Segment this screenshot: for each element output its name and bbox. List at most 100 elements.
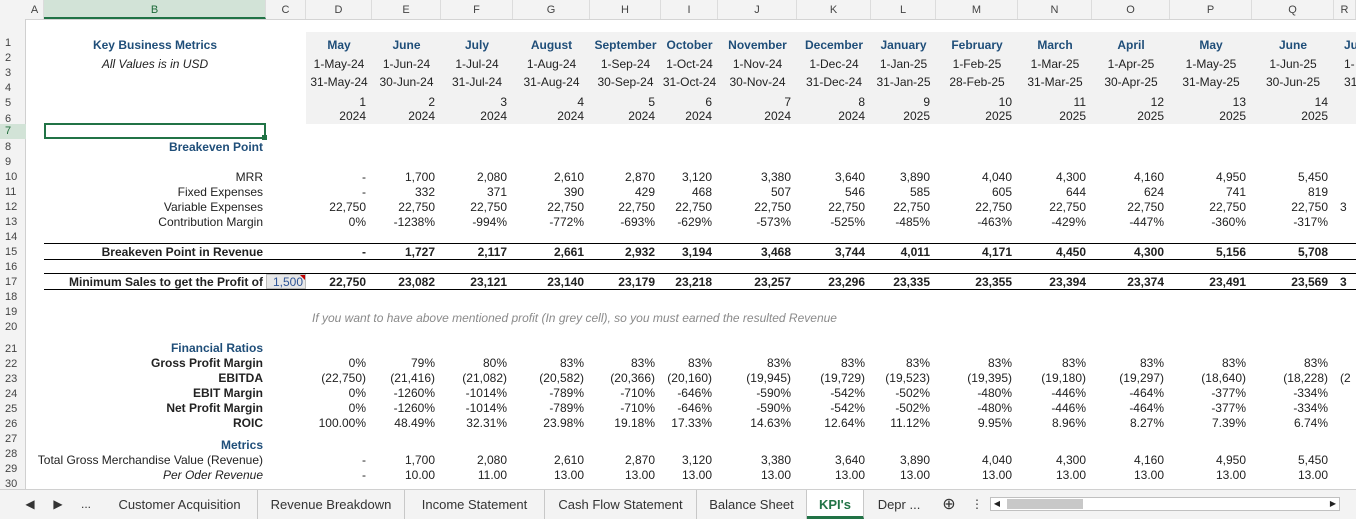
row-header-30[interactable]: 30 bbox=[5, 478, 18, 490]
month-cell: March bbox=[1037, 38, 1073, 52]
row-header-23[interactable]: 23 bbox=[5, 373, 18, 385]
row-header-14[interactable]: 14 bbox=[5, 231, 18, 243]
column-header-n[interactable]: N bbox=[1018, 0, 1092, 19]
sheet-tab-cash-flow-statement[interactable]: Cash Flow Statement bbox=[545, 490, 697, 519]
variable-expenses-cell: 22,750 bbox=[398, 200, 435, 214]
column-header-q[interactable]: Q bbox=[1252, 0, 1334, 19]
row-header-6[interactable]: 6 bbox=[5, 113, 12, 125]
ebitda-cell: (19,729) bbox=[820, 371, 865, 385]
active-cell-b7[interactable] bbox=[44, 123, 266, 139]
column-header-h[interactable]: H bbox=[590, 0, 661, 19]
column-header-d[interactable]: D bbox=[306, 0, 372, 19]
row-header-13[interactable]: 13 bbox=[5, 216, 18, 228]
gmv-cell: 5,450 bbox=[1297, 453, 1328, 467]
period-year-cell: 2024 bbox=[339, 109, 366, 123]
column-header-o[interactable]: O bbox=[1092, 0, 1170, 19]
column-header-i[interactable]: I bbox=[661, 0, 718, 19]
more-tabs-button[interactable]: ... bbox=[80, 497, 91, 511]
column-header-k[interactable]: K bbox=[797, 0, 871, 19]
column-header-m[interactable]: M bbox=[936, 0, 1018, 19]
row-header-29[interactable]: 29 bbox=[5, 463, 18, 475]
row-header-7[interactable]: 7 bbox=[0, 124, 26, 139]
row-header-12[interactable]: 12 bbox=[5, 201, 18, 213]
period-year-cell: 2025 bbox=[1137, 109, 1164, 123]
row-header-27[interactable]: 27 bbox=[5, 433, 18, 445]
min-sales-cell: 3 bbox=[1340, 275, 1347, 289]
horizontal-scrollbar[interactable]: ◀ ▶ bbox=[990, 497, 1340, 511]
contribution-margin-cell: -360% bbox=[1211, 215, 1246, 229]
per-order-cell: 13.00 bbox=[760, 468, 791, 482]
row-header-28[interactable]: 28 bbox=[5, 448, 18, 460]
period-end-cell: 31-Aug-24 bbox=[523, 75, 580, 89]
period-number-cell: 9 bbox=[923, 95, 930, 109]
contribution-margin-cell: -1238% bbox=[393, 215, 435, 229]
npm-cell: 0% bbox=[348, 401, 366, 415]
scroll-left-arrow-icon[interactable]: ◀ bbox=[993, 499, 1001, 508]
new-sheet-icon[interactable]: ⊕ bbox=[942, 496, 956, 513]
column-header-e[interactable]: E bbox=[372, 0, 441, 19]
profit-input-cell[interactable]: 1,500 bbox=[266, 274, 306, 289]
row-header-1[interactable]: 1 bbox=[5, 37, 12, 49]
row-header-8[interactable]: 8 bbox=[5, 141, 12, 153]
sheet-tab-kpi-s[interactable]: KPI's bbox=[807, 490, 864, 519]
ebit-margin-cell: -502% bbox=[895, 386, 930, 400]
row-header-24[interactable]: 24 bbox=[5, 388, 18, 400]
scroll-tabs-left-icon[interactable]: ◀ bbox=[25, 497, 35, 511]
row-header-10[interactable]: 10 bbox=[5, 171, 18, 183]
column-header-p[interactable]: P bbox=[1170, 0, 1252, 19]
period-start-cell: 1-Oct-24 bbox=[666, 57, 713, 71]
row-header-16[interactable]: 16 bbox=[5, 261, 18, 273]
row-header-25[interactable]: 25 bbox=[5, 403, 18, 415]
roic-cell: 14.63% bbox=[750, 416, 791, 430]
scroll-right-arrow-icon[interactable]: ▶ bbox=[1329, 499, 1337, 508]
column-header-j[interactable]: J bbox=[718, 0, 797, 19]
column-header-g[interactable]: G bbox=[513, 0, 590, 19]
per-order-cell: - bbox=[362, 468, 366, 482]
tab-options-icon[interactable]: ⋮ bbox=[971, 497, 983, 511]
fixed-expenses-cell: 605 bbox=[991, 185, 1012, 199]
period-number-cell: 10 bbox=[998, 95, 1012, 109]
row-header-5[interactable]: 5 bbox=[5, 97, 12, 109]
mrr-cell: 4,950 bbox=[1215, 170, 1246, 184]
bep-revenue-cell: - bbox=[362, 245, 366, 259]
sheet-tab-balance-sheet[interactable]: Balance Sheet bbox=[697, 490, 807, 519]
column-header-a[interactable]: A bbox=[26, 0, 44, 19]
row-header-9[interactable]: 9 bbox=[5, 156, 12, 168]
sheet-tab-customer-acquisition[interactable]: Customer Acquisition bbox=[102, 490, 258, 519]
column-header-f[interactable]: F bbox=[441, 0, 513, 19]
row-header-19[interactable]: 19 bbox=[5, 306, 18, 318]
sheet-tab-income-statement[interactable]: Income Statement bbox=[405, 490, 545, 519]
fixed-expenses-cell: 468 bbox=[691, 185, 712, 199]
per-order-cell: 13.00 bbox=[899, 468, 930, 482]
row-header-22[interactable]: 22 bbox=[5, 358, 18, 370]
row-header-20[interactable]: 20 bbox=[5, 321, 18, 333]
column-header-c[interactable]: C bbox=[266, 0, 306, 19]
gpm-cell: 0% bbox=[348, 356, 366, 370]
row-header-26[interactable]: 26 bbox=[5, 418, 18, 430]
row-header-2[interactable]: 2 bbox=[5, 52, 12, 64]
column-header-b[interactable]: B bbox=[44, 0, 266, 19]
sheet-tab-revenue-breakdown[interactable]: Revenue Breakdown bbox=[258, 490, 405, 519]
row-header-15[interactable]: 15 bbox=[5, 246, 18, 258]
row-header-18[interactable]: 18 bbox=[5, 291, 18, 303]
scroll-tabs-right-icon[interactable]: ▶ bbox=[53, 497, 63, 511]
row-header-4[interactable]: 4 bbox=[5, 82, 12, 94]
mrr-cell: 5,450 bbox=[1297, 170, 1328, 184]
per-order-cell: 13.00 bbox=[1133, 468, 1164, 482]
ebitda-cell: (21,082) bbox=[462, 371, 507, 385]
row-header-17[interactable]: 17 bbox=[5, 276, 18, 288]
roic-cell: 12.64% bbox=[824, 416, 865, 430]
fixed-expenses-cell: 585 bbox=[909, 185, 930, 199]
column-header-l[interactable]: L bbox=[871, 0, 936, 19]
column-header-r[interactable]: R bbox=[1334, 0, 1356, 19]
period-year-cell: 2024 bbox=[557, 109, 584, 123]
bep-revenue-label: Breakeven Point in Revenue bbox=[101, 245, 263, 259]
sheet-tab-depr[interactable]: Depr ... bbox=[877, 497, 921, 512]
scrollbar-thumb[interactable] bbox=[1007, 499, 1083, 509]
row-header-11[interactable]: 11 bbox=[5, 186, 17, 198]
fill-handle[interactable] bbox=[262, 135, 267, 140]
row-header-21[interactable]: 21 bbox=[5, 343, 18, 355]
ebitda-cell: (20,582) bbox=[539, 371, 584, 385]
period-number-cell: 6 bbox=[705, 95, 712, 109]
row-header-3[interactable]: 3 bbox=[5, 67, 12, 79]
